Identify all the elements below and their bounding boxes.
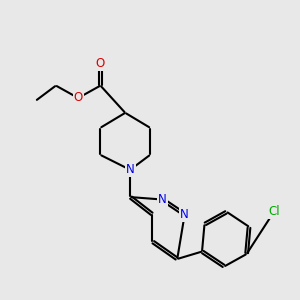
Text: N: N xyxy=(158,193,167,206)
Text: O: O xyxy=(74,92,83,104)
Text: N: N xyxy=(126,163,135,176)
Text: O: O xyxy=(96,57,105,70)
Text: Cl: Cl xyxy=(268,206,280,218)
Text: N: N xyxy=(180,208,189,221)
